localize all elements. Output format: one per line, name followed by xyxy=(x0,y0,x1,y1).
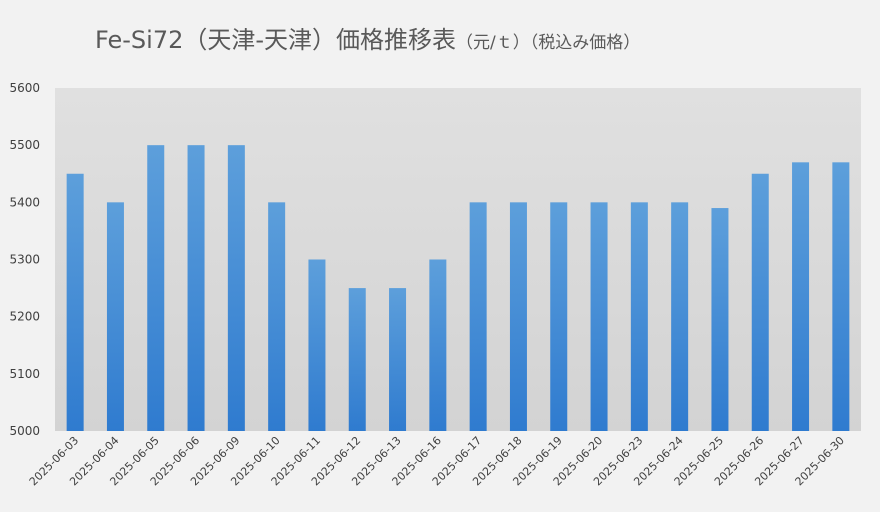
bar xyxy=(469,202,487,431)
bar xyxy=(671,202,689,431)
plot-area xyxy=(55,88,861,431)
bar xyxy=(711,208,729,431)
y-axis: 5000 5100 5200 5300 5400 5500 5600 xyxy=(9,81,40,438)
bar xyxy=(106,202,124,431)
bar xyxy=(630,202,648,431)
chart-note-label: （税込み価格） xyxy=(529,33,641,53)
y-tick-label: 5300 xyxy=(9,253,40,267)
bar xyxy=(348,288,366,431)
bar xyxy=(147,145,165,431)
y-tick-label: 5200 xyxy=(9,310,40,324)
y-tick-label: 5000 xyxy=(9,424,40,438)
bar xyxy=(429,259,447,431)
bar xyxy=(389,288,407,431)
bar xyxy=(832,162,850,432)
bar xyxy=(308,259,326,431)
chart-title-main: Fe-Si72（天津-天津）価格推移表 xyxy=(95,26,457,54)
bar xyxy=(509,202,527,431)
bar xyxy=(590,202,608,431)
y-tick-label: 5600 xyxy=(9,81,40,95)
y-tick-label: 5400 xyxy=(9,195,40,209)
bar xyxy=(550,202,568,431)
bar xyxy=(227,145,245,431)
y-tick-label: 5500 xyxy=(9,138,40,152)
y-tick-label: 5100 xyxy=(9,367,40,381)
x-axis: 2025-06-032025-06-042025-06-052025-06-06… xyxy=(27,434,847,488)
bar xyxy=(751,173,769,431)
bar xyxy=(268,202,286,431)
bar xyxy=(187,145,205,431)
bar-series xyxy=(66,145,850,432)
bar xyxy=(66,173,84,431)
chart-title: Fe-Si72（天津-天津）価格推移表（元/ｔ）（税込み価格） xyxy=(95,20,640,55)
chart-unit-label: （元/ｔ） xyxy=(456,33,530,53)
bar xyxy=(792,162,810,432)
